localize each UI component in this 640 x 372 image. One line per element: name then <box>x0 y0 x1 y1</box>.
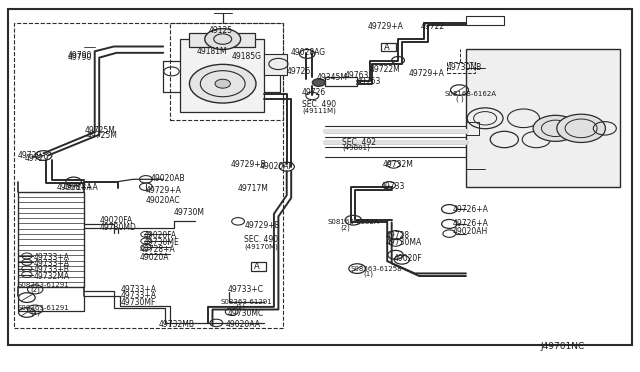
Text: 49726: 49726 <box>287 67 311 76</box>
Text: 49729+B: 49729+B <box>244 221 280 230</box>
Text: 49726+A: 49726+A <box>453 219 489 228</box>
Text: 49020A: 49020A <box>140 253 169 262</box>
Text: 49020AA: 49020AA <box>225 320 260 329</box>
Text: 49728+A: 49728+A <box>140 246 175 254</box>
Text: 49733+A: 49733+A <box>120 285 156 294</box>
Bar <box>170 23 283 120</box>
Text: A: A <box>385 43 390 52</box>
Circle shape <box>557 114 605 142</box>
Text: 49733+C: 49733+C <box>227 285 263 294</box>
Text: 49763: 49763 <box>344 71 369 80</box>
Text: 49728: 49728 <box>385 231 410 240</box>
Text: (49170M): (49170M) <box>244 243 278 250</box>
Text: 49185G: 49185G <box>232 52 262 61</box>
Text: 49733: 49733 <box>381 182 405 191</box>
Text: 49732MA: 49732MA <box>33 272 69 280</box>
Text: 49732M: 49732M <box>383 160 413 169</box>
Bar <box>325 77 357 86</box>
Bar <box>264 54 287 75</box>
Text: 49763: 49763 <box>357 77 381 86</box>
Text: S08363-61258: S08363-61258 <box>351 266 403 272</box>
Text: 49345M: 49345M <box>317 73 348 82</box>
Text: 49733+A: 49733+A <box>33 259 69 268</box>
Text: 49729: 49729 <box>24 154 49 163</box>
Text: 49028AG: 49028AG <box>291 48 326 57</box>
Text: 49020AH: 49020AH <box>453 227 488 236</box>
Text: 49717M: 49717M <box>238 185 269 193</box>
Text: 49730ME: 49730ME <box>144 238 180 247</box>
Text: (1): (1) <box>236 304 246 310</box>
Text: 49125: 49125 <box>209 26 233 35</box>
Text: 49020AB: 49020AB <box>150 174 185 183</box>
Text: 49729+A: 49729+A <box>368 22 404 31</box>
Text: (2): (2) <box>31 286 40 293</box>
Text: 49729: 49729 <box>18 151 42 160</box>
Bar <box>466 49 620 187</box>
Bar <box>18 192 84 287</box>
Circle shape <box>312 79 325 86</box>
Text: S08168-6252A: S08168-6252A <box>328 219 380 225</box>
Bar <box>381 43 396 51</box>
Text: 49181M: 49181M <box>197 47 228 56</box>
Text: 49020F: 49020F <box>394 254 422 263</box>
Text: 49725M: 49725M <box>84 126 115 135</box>
Text: 49728+A: 49728+A <box>63 183 99 192</box>
Text: 49020AF: 49020AF <box>259 162 293 171</box>
Text: A: A <box>255 262 260 271</box>
Text: 49790: 49790 <box>67 51 92 60</box>
Text: 49730M: 49730M <box>174 208 205 217</box>
Bar <box>251 262 266 271</box>
Text: S08363-61291: S08363-61291 <box>221 299 273 305</box>
Text: S08363-61291: S08363-61291 <box>18 305 70 311</box>
Text: S08363-61291: S08363-61291 <box>18 282 70 288</box>
Text: 49729+A: 49729+A <box>408 69 444 78</box>
Text: 49020FA: 49020FA <box>99 216 132 225</box>
Text: S08168-6162A: S08168-6162A <box>445 91 497 97</box>
Bar <box>180 39 264 112</box>
Text: (1): (1) <box>31 310 41 317</box>
Text: SEC. 490: SEC. 490 <box>302 100 336 109</box>
Circle shape <box>215 79 230 88</box>
Text: 49733+A: 49733+A <box>33 253 69 262</box>
Text: 49730NB: 49730NB <box>447 63 482 72</box>
Text: 49726: 49726 <box>302 88 326 97</box>
Bar <box>189 33 255 46</box>
Text: SEC. 490: SEC. 490 <box>244 235 278 244</box>
Text: 49732MB: 49732MB <box>159 320 195 329</box>
Text: 49730MF: 49730MF <box>120 298 156 307</box>
Text: 49730MC: 49730MC <box>227 309 264 318</box>
Text: 49790: 49790 <box>67 53 92 62</box>
Text: (1): (1) <box>364 270 374 277</box>
Text: J49701NC: J49701NC <box>541 342 585 351</box>
Text: ( ): ( ) <box>456 95 463 102</box>
Text: SEC. 492: SEC. 492 <box>342 138 376 147</box>
Text: 49733+A: 49733+A <box>120 291 156 300</box>
Circle shape <box>533 115 578 141</box>
Text: 49020AC: 49020AC <box>146 196 180 205</box>
Text: (49801): (49801) <box>342 145 371 151</box>
Text: 49722M: 49722M <box>370 65 401 74</box>
Bar <box>14 23 283 328</box>
Text: 49729+A: 49729+A <box>146 186 182 195</box>
Bar <box>447 62 475 73</box>
Text: 49730MD: 49730MD <box>99 223 136 232</box>
Text: (49111M): (49111M) <box>302 108 336 114</box>
Text: 49722: 49722 <box>421 22 445 31</box>
Text: 49728+A: 49728+A <box>56 183 92 192</box>
Text: 49725M: 49725M <box>86 131 117 140</box>
Circle shape <box>205 29 241 49</box>
Text: 49020FA: 49020FA <box>144 231 177 240</box>
Text: 49729+B: 49729+B <box>230 160 266 169</box>
Circle shape <box>189 64 256 103</box>
Text: 49733+B: 49733+B <box>33 265 69 274</box>
Text: 49730MA: 49730MA <box>385 238 422 247</box>
Text: 49726+A: 49726+A <box>453 205 489 214</box>
Text: (2): (2) <box>340 224 350 231</box>
Bar <box>466 16 504 25</box>
